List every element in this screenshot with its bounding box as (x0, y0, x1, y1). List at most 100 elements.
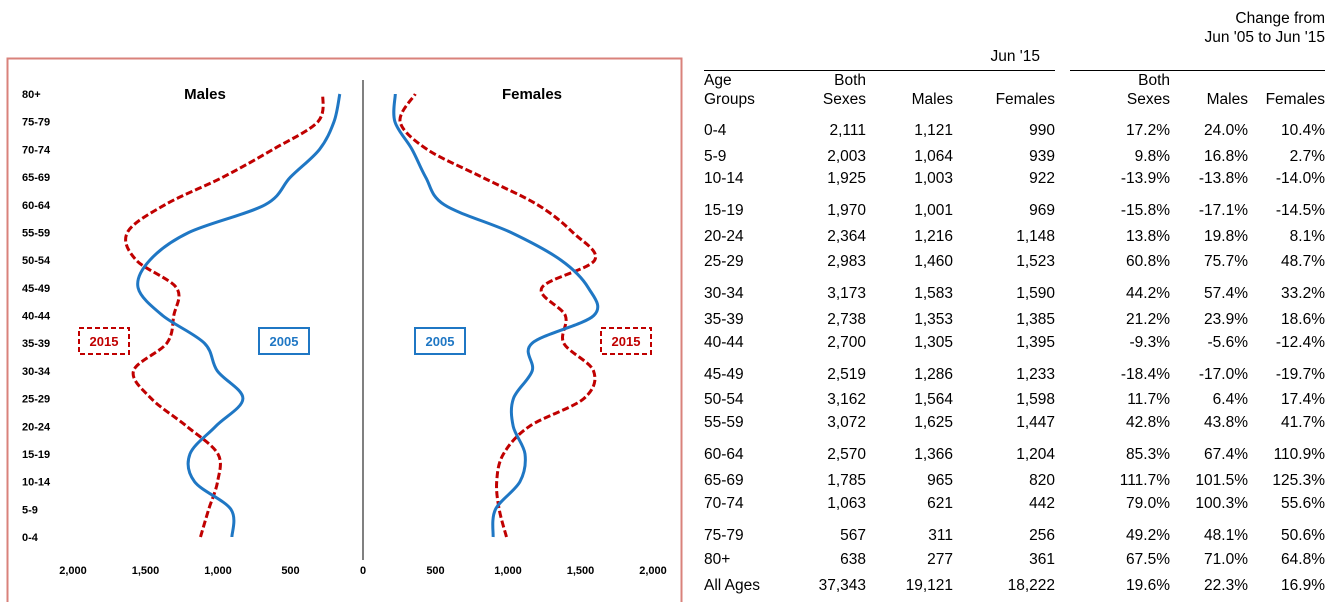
table-cell-change-males: -17.0% (1198, 366, 1248, 383)
y-tick-label: 25-29 (22, 394, 50, 406)
table-cell-change-both: 9.8% (1134, 148, 1170, 165)
table-cell-change-females: 10.4% (1281, 122, 1325, 139)
table-cell-males: 965 (927, 472, 953, 489)
table-cell-both-sexes: 37,343 (818, 577, 866, 594)
table-cell-change-both: -18.4% (1120, 366, 1170, 383)
table-cell-change-females: -12.4% (1275, 334, 1325, 351)
table-title-change-line1: Change from (1235, 10, 1325, 27)
table-cell-change-males: 48.1% (1204, 527, 1248, 544)
table-cell-males: 19,121 (905, 577, 953, 594)
table-cell-change-females: 16.9% (1281, 577, 1325, 594)
table-cell-both-sexes: 2,111 (829, 122, 867, 139)
table-cell-both-sexes: 1,970 (827, 202, 866, 219)
legend-label-2015-right-text: 2015 (612, 334, 641, 349)
table-cell-change-females: 33.2% (1281, 285, 1325, 302)
header-chg-both-line1: Both (1138, 72, 1170, 89)
x-tick-label: 2,000 (639, 565, 667, 577)
series-2005-males-line (136, 93, 342, 538)
legend-label-2005-left-box (258, 327, 310, 355)
table-cell-change-both: 13.8% (1126, 228, 1170, 245)
table-cell-change-both: 111.7% (1119, 472, 1170, 489)
table-cell-change-both: -9.3% (1129, 334, 1171, 351)
table-cell-change-males: 67.4% (1204, 446, 1248, 463)
table-cell-age-group: 65-69 (704, 472, 744, 489)
header-both-line2: Sexes (822, 91, 866, 108)
table-cell-males: 311 (928, 527, 953, 544)
legend-label-2005-right-box (414, 327, 466, 355)
legend-label-2015-left-box (78, 327, 130, 355)
table-cell-change-females: 8.1% (1289, 228, 1325, 245)
table-cell-change-males: 101.5% (1195, 472, 1248, 489)
table-cell-change-males: 100.3% (1195, 495, 1248, 512)
x-tick-label: 1,000 (204, 565, 232, 577)
table-cell-change-both: 19.6% (1126, 577, 1170, 594)
y-tick-label: 70-74 (22, 144, 51, 156)
y-tick-label: 60-64 (22, 200, 51, 212)
table-cell-both-sexes: 638 (840, 551, 866, 568)
table-cell-change-males: 43.8% (1204, 414, 1248, 431)
population-pyramid-chart: 0-4 5-9 10-14 15-19 20-24 25-29 30-34 35-39 40-4… (6, 57, 683, 602)
table-cell-females: 1,233 (1016, 366, 1055, 383)
table-cell-males: 1,353 (914, 311, 953, 328)
table-cell-change-both: 21.2% (1126, 311, 1170, 328)
series-2005-females-line (392, 93, 600, 538)
x-tick-label: 1,000 (494, 565, 522, 577)
x-tick-label: 1,500 (567, 565, 595, 577)
table-cell-change-females: 50.6% (1281, 527, 1325, 544)
table-cell-change-females: 17.4% (1281, 391, 1325, 408)
table-cell-change-males: 24.0% (1204, 122, 1248, 139)
legend-label-2015-left-text: 2015 (90, 334, 119, 349)
x-tick-label: 1,500 (132, 565, 160, 577)
table-cell-change-females: -19.7% (1275, 366, 1325, 383)
table-cell-age-group: 35-39 (704, 311, 744, 328)
table-cell-males: 1,564 (914, 391, 953, 408)
table-cell-age-group: 5-9 (704, 148, 727, 165)
y-tick-label: 55-59 (22, 227, 50, 239)
table-cell-females: 969 (1029, 202, 1055, 219)
header-both-line1: Both (834, 72, 866, 89)
table-cell-females: 1,385 (1016, 311, 1055, 328)
population-pyramid-svg: 0-4 5-9 10-14 15-19 20-24 25-29 30-34 35-39 40-4… (6, 57, 683, 602)
table-cell-both-sexes: 2,738 (827, 311, 866, 328)
table-cell-both-sexes: 1,063 (827, 495, 866, 512)
table-cell-females: 922 (1029, 170, 1055, 187)
table-cell-females: 256 (1029, 527, 1055, 544)
y-tick-label: 20-24 (22, 421, 51, 433)
table-cell-females: 1,148 (1016, 228, 1055, 245)
table-cell-change-males: -13.8% (1198, 170, 1248, 187)
table-cell-age-group: 75-79 (704, 527, 744, 544)
table-cell-males: 1,001 (914, 202, 953, 219)
y-tick-label: 10-14 (22, 477, 51, 489)
table-cell-change-males: 23.9% (1204, 311, 1248, 328)
table-cell-age-group: 10-14 (704, 170, 744, 187)
y-tick-label: 35-39 (22, 338, 50, 350)
table-cell-females: 18,222 (1007, 577, 1055, 594)
table-cell-females: 1,598 (1016, 391, 1055, 408)
header-females: Females (995, 91, 1055, 108)
table-cell-females: 939 (1029, 148, 1055, 165)
table-title-jun15: Jun '15 (990, 48, 1041, 65)
table-cell-change-males: 19.8% (1204, 228, 1248, 245)
y-tick-label: 75-79 (22, 117, 50, 129)
table-cell-change-both: 17.2% (1126, 122, 1170, 139)
y-tick-label: 5-9 (22, 504, 38, 516)
table-cell-age-group: 60-64 (704, 446, 744, 463)
table-cell-change-females: 41.7% (1281, 414, 1325, 431)
table-cell-males: 277 (927, 551, 953, 568)
table-cell-change-both: 79.0% (1126, 495, 1170, 512)
table-cell-both-sexes: 3,162 (827, 391, 866, 408)
header-males: Males (911, 91, 953, 108)
header-age-line2: Groups (704, 91, 755, 108)
table-cell-age-group: 80+ (704, 551, 731, 568)
table-cell-age-group: 40-44 (704, 334, 744, 351)
table-cell-age-group: 50-54 (704, 391, 744, 408)
table-cell-change-males: 22.3% (1204, 577, 1248, 594)
table-cell-change-females: 18.6% (1281, 311, 1325, 328)
table-cell-age-group: 55-59 (704, 414, 744, 431)
table-cell-age-group: 70-74 (704, 495, 744, 512)
table-cell-change-both: 42.8% (1126, 414, 1170, 431)
table-cell-change-males: 71.0% (1204, 551, 1248, 568)
table-cell-change-both: 85.3% (1126, 446, 1170, 463)
table-cell-females: 1,395 (1016, 334, 1055, 351)
table-cell-age-group: 45-49 (704, 366, 744, 383)
